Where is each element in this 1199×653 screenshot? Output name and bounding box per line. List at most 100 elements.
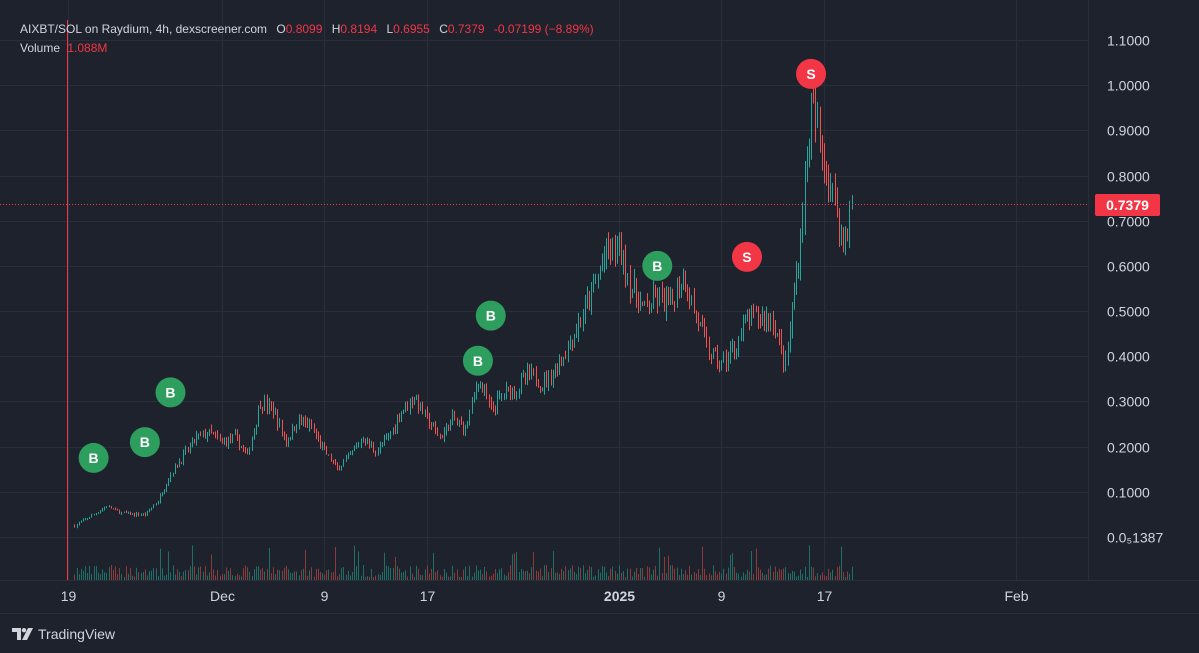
volume-bar [785,567,786,580]
candle-body [420,402,421,410]
candle-body [497,396,498,410]
volume-bar [200,566,201,580]
candle-body [343,461,344,467]
candle-body [128,512,129,514]
volume-bar [343,567,344,580]
candle-body [538,384,539,388]
candle-body [326,447,327,455]
candle-body [459,421,460,423]
volume-bar [254,569,255,580]
x-tick-label: 9 [718,588,726,604]
candle-body [583,317,584,326]
volume-bar [87,573,88,580]
volume-bar [115,566,116,580]
volume-bar [796,576,797,580]
candle-body [687,291,688,297]
volume-bar [762,572,763,580]
volume-label: Volume [20,41,61,55]
volume-bar [730,554,731,580]
volume-bar [826,576,827,580]
volume-bar [271,573,272,580]
candle-body [87,518,88,520]
candle-body [305,419,306,423]
candles [74,76,853,529]
signal-markers[interactable]: B B B B B B S S [78,58,827,473]
volume-bar [542,576,543,580]
x-tick-label: Feb [1004,588,1028,604]
volume-bar [288,569,289,580]
candle-body [181,461,182,463]
volume-bar [653,569,654,580]
volume-bar [666,573,667,580]
volume-bar [258,566,259,580]
buy-signal-marker[interactable]: B [462,345,493,376]
candle-body [689,296,690,304]
volume-bar [753,574,754,580]
volume-bar [416,565,417,580]
volume-bar [292,572,293,580]
candle-body [390,433,391,436]
volume-bar [296,571,297,580]
candle-body [576,333,577,336]
volume-bar [431,568,432,580]
volume-bar [529,573,530,580]
volume-bar [474,572,475,580]
sell-signal-marker[interactable]: S [796,58,827,89]
volume-bar [450,576,451,580]
volume-bar [472,576,473,580]
volume-bar [745,574,746,580]
buy-signal-marker[interactable]: B [78,442,109,473]
y-tick-label: 0.2000 [1107,440,1150,456]
x-tick-label: 19 [61,588,77,604]
candle-body [113,508,114,510]
candle-body [121,511,122,514]
candle-body [104,507,105,510]
sell-signal-marker[interactable]: S [731,241,762,272]
candle-body [190,445,191,451]
candle-body [822,137,823,153]
candle-body [649,305,650,311]
candle-body [126,511,127,513]
candle-body [504,394,505,396]
volume-bar [111,565,112,580]
candle-body [444,430,445,438]
candle-body [264,399,265,409]
volume-bar [132,575,133,580]
volume-bar [568,570,569,580]
volume-bar [267,568,268,580]
candle-body [495,408,496,410]
buy-signal-marker[interactable]: B [129,427,160,458]
tradingview-branding[interactable]: TradingView [12,624,115,644]
volume-bar [269,547,270,580]
volume-bar [839,565,840,580]
volume-bar [813,567,814,580]
candle-body [205,431,206,438]
volume-bar [138,572,139,580]
volume-bar [657,575,658,580]
volume-bar [224,574,225,580]
buy-signal-marker[interactable]: B [155,377,186,408]
candle-body [681,286,682,294]
candle-body [561,361,562,363]
volume-bar [96,565,97,580]
signal-label: S [806,66,815,82]
candle-body [299,415,300,428]
candle-body [664,292,665,311]
candle-body [356,445,357,449]
candle-body [738,338,739,351]
volume-bar [721,573,722,580]
candle-body [346,458,347,462]
buy-signal-marker[interactable]: B [475,300,506,331]
volume-bar [623,571,624,580]
volume-bar [237,573,238,580]
candle-body [153,505,154,508]
candle-body [521,377,522,389]
volume-bar [766,574,767,580]
volume-bar [630,568,631,580]
buy-signal-marker[interactable]: B [642,250,673,281]
signal-label: B [473,353,483,369]
candle-body [606,239,607,259]
candle-body [474,393,475,399]
